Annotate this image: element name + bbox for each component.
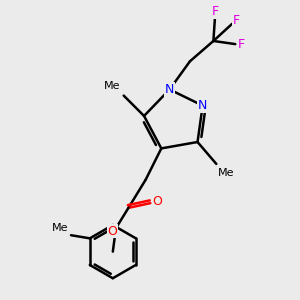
Text: O: O <box>152 195 162 208</box>
Text: F: F <box>237 38 244 51</box>
Text: Me: Me <box>52 223 68 233</box>
Text: N: N <box>198 99 207 112</box>
Text: F: F <box>232 14 239 27</box>
Text: O: O <box>107 225 117 238</box>
Text: Me: Me <box>218 168 234 178</box>
Text: N: N <box>165 83 174 96</box>
Text: Me: Me <box>104 81 121 91</box>
Text: F: F <box>212 5 218 18</box>
